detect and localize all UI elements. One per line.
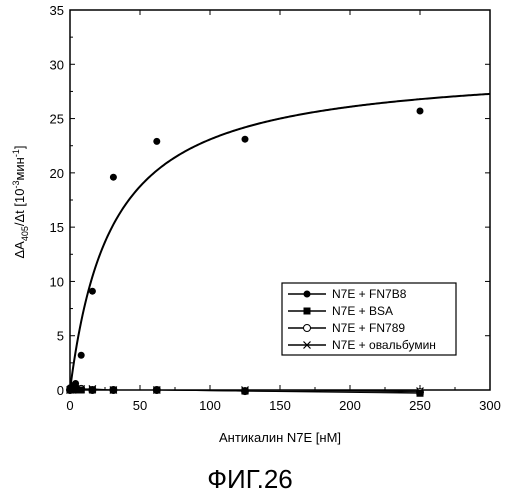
data-point bbox=[417, 390, 424, 397]
y-tick-label: 25 bbox=[50, 112, 64, 127]
legend-label: N7E + FN7B8 bbox=[332, 287, 407, 301]
data-point bbox=[72, 380, 79, 387]
legend-marker bbox=[304, 308, 311, 315]
data-point bbox=[242, 136, 249, 143]
data-point bbox=[110, 387, 117, 394]
y-tick-label: 30 bbox=[50, 57, 64, 72]
legend-marker bbox=[304, 291, 311, 298]
y-title-sub: 405 bbox=[20, 226, 30, 241]
y-axis-title: ΔA405/Δt [10-3мин-1] bbox=[11, 145, 30, 258]
x-tick-label: 100 bbox=[199, 398, 221, 413]
data-point bbox=[242, 388, 249, 395]
x-axis-title: Антикалин N7E [нМ] bbox=[219, 430, 341, 445]
y-tick-label: 35 bbox=[50, 3, 64, 18]
y-title-close: ] bbox=[12, 145, 27, 149]
y-title-delta: ΔA bbox=[12, 241, 27, 259]
data-point bbox=[78, 352, 85, 359]
y-title-unit: мин bbox=[12, 157, 27, 180]
data-point bbox=[110, 174, 117, 181]
data-point bbox=[89, 387, 96, 394]
y-tick-label: 20 bbox=[50, 166, 64, 181]
data-point bbox=[78, 387, 85, 394]
y-tick-label: 15 bbox=[50, 220, 64, 235]
legend-label: N7E + BSA bbox=[332, 304, 393, 318]
legend: N7E + FN7B8 N7E + BSA N7E + FN789 N7E + ова… bbox=[282, 283, 456, 355]
legend-marker bbox=[304, 325, 311, 332]
data-point bbox=[153, 138, 160, 145]
legend-label: N7E + FN789 bbox=[332, 321, 405, 335]
data-point bbox=[153, 387, 160, 394]
x-tick-label: 200 bbox=[339, 398, 361, 413]
legend-label: N7E + овальбумин bbox=[332, 338, 436, 352]
y-tick-label: 10 bbox=[50, 274, 64, 289]
y-title-exp: -3 bbox=[11, 181, 21, 189]
x-tick-label: 50 bbox=[133, 398, 147, 413]
y-title-mid: /Δt [10 bbox=[12, 189, 27, 227]
y-title-unit-exp: -1 bbox=[11, 149, 21, 157]
x-tick-label: 0 bbox=[66, 398, 73, 413]
x-tick-label: 150 bbox=[269, 398, 291, 413]
x-tick-label: 250 bbox=[409, 398, 431, 413]
y-tick-label: 0 bbox=[57, 383, 64, 398]
x-tick-label: 300 bbox=[479, 398, 501, 413]
figure-caption: ФИГ.26 bbox=[207, 464, 293, 494]
data-point bbox=[417, 107, 424, 114]
data-point bbox=[89, 288, 96, 295]
y-tick-label: 5 bbox=[57, 329, 64, 344]
